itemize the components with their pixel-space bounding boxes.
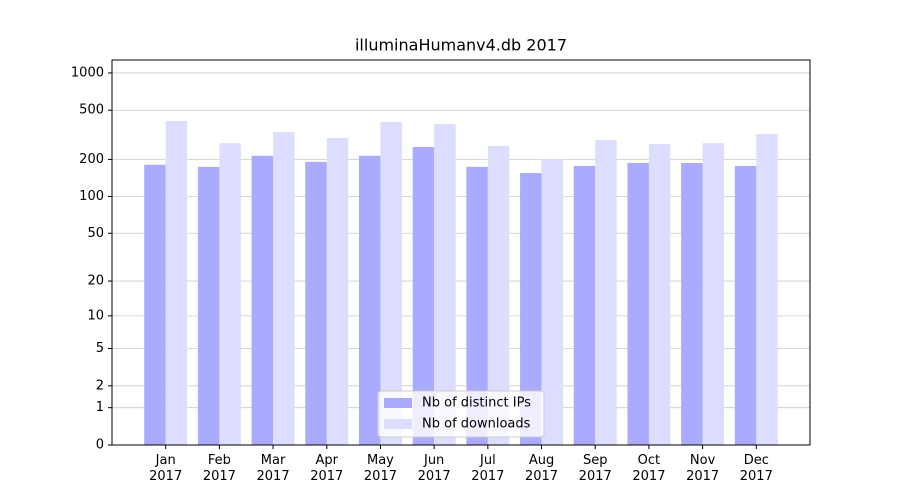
y-tick-label: 5 <box>96 341 104 356</box>
legend-label: Nb of distinct IPs <box>422 396 531 411</box>
x-tick-label: Dec 2017 <box>739 453 773 484</box>
legend-label: Nb of downloads <box>422 417 531 432</box>
bar <box>219 143 241 445</box>
x-tick-label: Mar 2017 <box>256 453 290 484</box>
bar <box>466 166 488 445</box>
bar <box>326 138 349 445</box>
x-tick-label: Jul 2017 <box>471 453 505 484</box>
bar <box>756 134 778 445</box>
y-tick-label: 20 <box>87 274 104 289</box>
bar <box>520 173 542 446</box>
bar <box>197 166 220 445</box>
bar <box>734 165 757 445</box>
bar <box>487 145 510 445</box>
y-tick-label: 10 <box>87 308 104 323</box>
x-tick-label: Jan 2017 <box>149 453 183 484</box>
bar <box>412 147 435 445</box>
x-tick-label: Feb 2017 <box>202 453 236 484</box>
y-tick-label: 0 <box>96 438 104 453</box>
x-tick-label: Aug 2017 <box>524 453 559 484</box>
bar <box>627 163 649 446</box>
bar <box>144 164 166 445</box>
x-tick-label: Jun 2017 <box>417 453 451 484</box>
plot-frame <box>111 59 811 446</box>
x-tick-label: Apr 2017 <box>310 453 344 484</box>
x-tick-label: May 2017 <box>363 453 397 484</box>
bar <box>434 123 456 446</box>
y-tick-label: 100 <box>79 189 104 204</box>
bar <box>380 121 402 445</box>
bar <box>251 155 274 445</box>
legend-box <box>377 390 545 438</box>
y-tick-label: 50 <box>87 226 104 241</box>
y-tick-label: 2 <box>96 378 104 393</box>
legend-swatch <box>384 398 412 408</box>
y-tick-label: 1000 <box>71 65 104 80</box>
y-tick-label: 500 <box>79 103 104 118</box>
bar <box>648 144 671 445</box>
x-tick-label: Nov 2017 <box>686 453 720 484</box>
legend: Nb of distinct IPs Nb of downloads <box>377 390 545 438</box>
legend-swatch <box>384 419 412 429</box>
bar <box>541 159 564 445</box>
bar <box>702 143 725 445</box>
bar <box>595 140 617 446</box>
bar <box>165 121 188 445</box>
x-tick-label: Sep 2017 <box>578 453 612 484</box>
y-tick-label: 1 <box>96 400 104 415</box>
bar <box>358 155 381 445</box>
bar <box>273 132 295 446</box>
bar <box>305 161 327 446</box>
chart-title: illuminaHumanv4.db 2017 <box>355 36 567 55</box>
x-tick-label: Oct 2017 <box>632 453 666 484</box>
y-tick-label: 200 <box>79 152 104 167</box>
bar <box>681 163 703 446</box>
bar <box>573 165 596 445</box>
